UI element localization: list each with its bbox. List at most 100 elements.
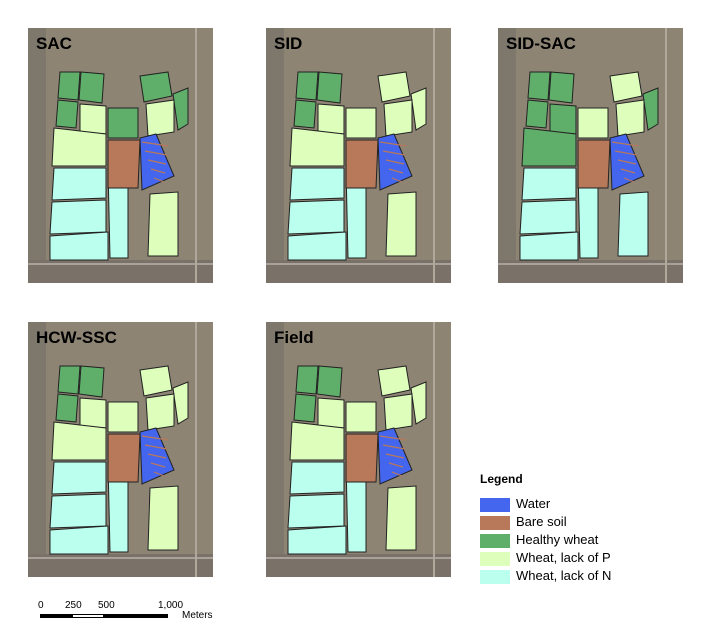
field-polygon [145,99,175,137]
field-polygon [293,99,317,129]
map-image-sid-sac [498,28,683,283]
field-polygon [49,493,107,529]
field-polygon [295,71,319,101]
legend-item-lack-n: Wheat, lack of N [480,568,700,586]
field-polygon [525,99,549,129]
field-polygon [147,191,179,257]
pond-divider [388,168,404,174]
field-polygon [289,461,345,495]
pond-divider [388,462,404,468]
legend-swatch-water [480,498,510,512]
aerial-village-strip [28,260,213,283]
field-polygon [345,401,377,433]
field-polygon [57,71,81,101]
pond-divider [382,444,406,450]
aerial-village-strip [266,554,451,577]
legend-item-healthy-wheat: Healthy wheat [480,532,700,550]
field-polygon [289,421,345,461]
field-polygon [519,199,577,235]
scale-unit: Meters [182,610,213,621]
aerial-village-strip [28,322,46,554]
field-polygon [172,381,189,425]
field-polygon [410,87,427,131]
pond-divider [617,159,637,165]
scale-tick-250: 250 [65,600,82,611]
field-polygon [293,393,317,423]
legend-title: Legend [480,472,523,486]
field-polygon [49,231,109,261]
panel-label-sid: SID [274,34,303,53]
map-image-sac [28,28,213,283]
field-polygon [289,127,345,167]
field-polygon [377,365,411,397]
pond-divider [153,471,165,477]
field-polygon [617,191,649,257]
legend-swatch-lack-p [480,552,510,566]
pond-divider [379,141,407,147]
pond-divider [382,150,406,156]
scale-tick-0: 0 [38,600,44,611]
pond-divider [141,141,169,147]
map-image-field [266,322,451,577]
field-polygon [317,103,345,135]
panel-label-field: Field [274,328,314,347]
field-polygon [51,167,107,201]
field-polygon [642,87,659,131]
pond-divider [147,159,167,165]
field-polygon [51,127,107,167]
field-polygon [385,485,417,551]
field-polygon [609,71,643,103]
field-polygon [287,493,345,529]
map-legend: Legend Water Bare soil Healthy wheat Whe… [480,472,700,592]
field-polygon [295,365,319,395]
bare-soil-area [577,139,611,189]
field-polygon [78,71,105,104]
map-panel-field: Field [266,322,451,577]
field-polygon [57,365,81,395]
field-polygon [139,365,173,397]
aerial-village-strip [498,260,683,283]
field-polygon [78,365,105,398]
field-polygon [577,107,609,139]
field-polygon [383,99,413,137]
pond-divider [150,462,166,468]
field-polygon [521,167,577,201]
field-polygon [345,107,377,139]
scale-segment-3 [104,614,168,618]
panel-label-sac: SAC [36,34,72,53]
field-polygon [316,365,343,398]
field-polygon [521,127,577,167]
pond-divider [385,453,405,459]
field-polygon [107,401,139,433]
map-panel-hcw-ssc: HCW-SSC [28,322,213,577]
map-panel-sid: SID [266,28,451,283]
field-polygon [548,71,575,104]
scale-tick-500: 500 [98,600,115,611]
field-polygon [55,393,79,423]
scale-segment-2 [72,614,104,618]
pond-divider [150,168,166,174]
scale-segment-1 [40,614,72,618]
aerial-village-strip [28,28,46,260]
field-polygon [49,525,109,555]
pond-divider [144,150,168,156]
map-panel-sac: SAC [28,28,213,283]
legend-item-bare-soil: Bare soil [480,514,700,532]
field-polygon [289,167,345,201]
pond-divider [153,177,165,183]
field-polygon [527,71,551,101]
aerial-village-strip [28,554,213,577]
field-polygon [287,525,347,555]
legend-item-lack-p: Wheat, lack of P [480,550,700,568]
legend-label-bare-soil: Bare soil [516,514,567,529]
legend-label-water: Water [516,496,551,511]
field-polygon [139,71,173,103]
field-polygon [107,107,139,139]
field-polygon [51,461,107,495]
bare-soil-area [107,433,141,483]
scale-bar: 0 250 500 1,000 Meters [38,600,240,624]
field-polygon [145,393,175,431]
pond-divider [611,141,639,147]
pond-divider [614,150,638,156]
pond-divider [144,444,168,450]
